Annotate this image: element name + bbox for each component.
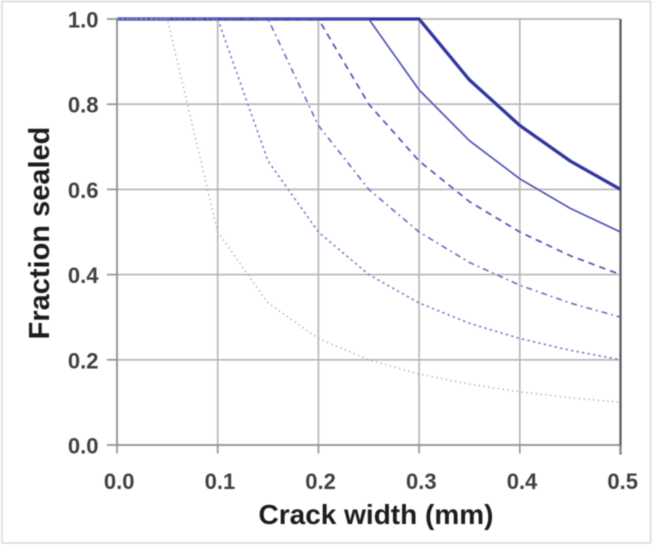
- svg-text:0.3: 0.3: [406, 469, 437, 494]
- svg-text:0.1: 0.1: [205, 469, 236, 494]
- svg-text:1.0: 1.0: [68, 8, 99, 33]
- svg-text:Crack width (mm): Crack width (mm): [259, 499, 494, 530]
- svg-text:0.2: 0.2: [305, 469, 336, 494]
- svg-text:0.4: 0.4: [68, 263, 99, 288]
- svg-text:0.0: 0.0: [104, 469, 135, 494]
- svg-text:0.0: 0.0: [68, 434, 99, 459]
- svg-text:Fraction sealed: Fraction sealed: [24, 127, 56, 340]
- svg-text:0.6: 0.6: [68, 178, 99, 203]
- svg-text:0.8: 0.8: [68, 93, 99, 118]
- svg-text:0.2: 0.2: [68, 348, 99, 373]
- svg-text:0.5: 0.5: [607, 469, 638, 494]
- svg-text:0.4: 0.4: [507, 469, 538, 494]
